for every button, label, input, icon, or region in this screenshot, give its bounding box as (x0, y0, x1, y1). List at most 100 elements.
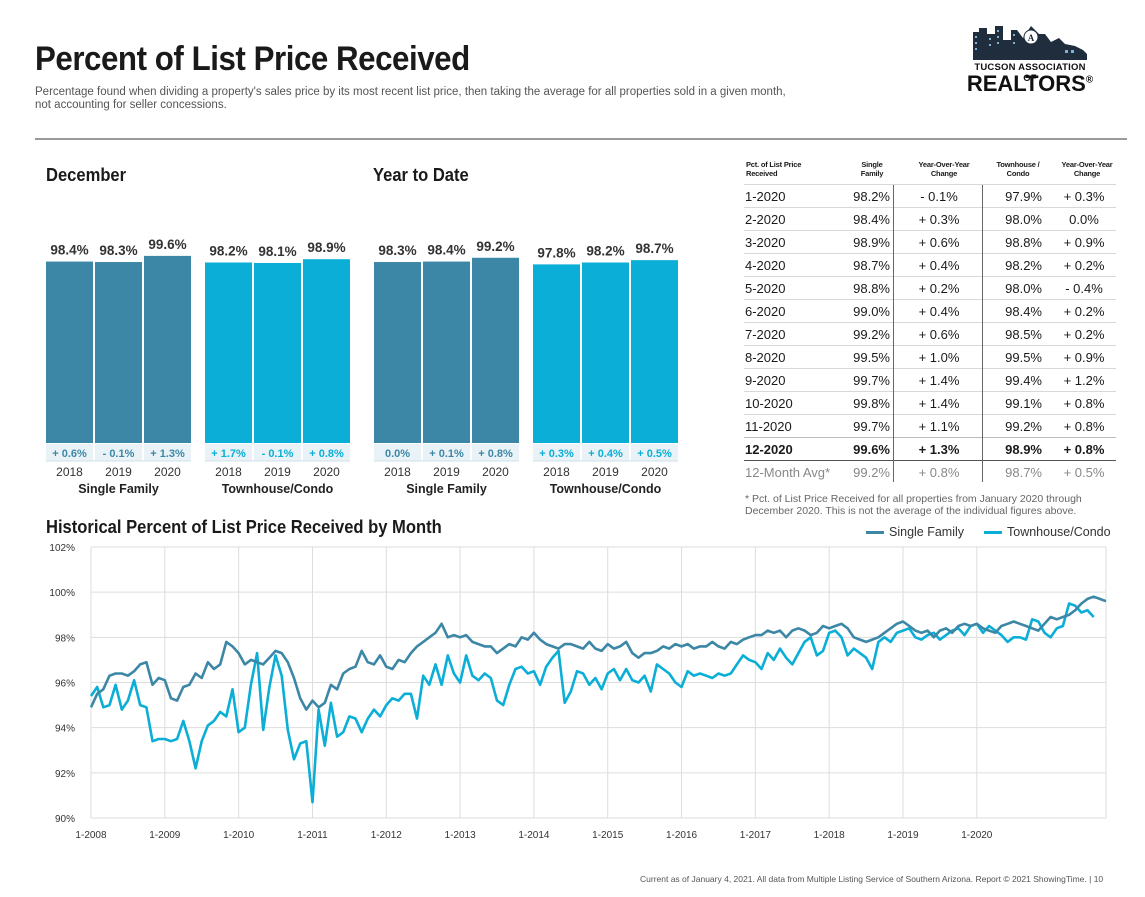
y-tick-label: 92% (55, 769, 75, 780)
table-cell: + 0.4% (918, 304, 960, 319)
bar-change-label: + 0.8% (478, 448, 513, 460)
table-cell: 99.4% (1005, 373, 1042, 388)
x-tick-label: 1-2016 (666, 830, 698, 841)
table-cell: 12-2020 (745, 442, 793, 457)
table-cell: 0.0% (1069, 212, 1099, 227)
group-label: Townhouse/Condo (222, 482, 334, 496)
table-cell: 98.9% (1005, 442, 1042, 457)
x-tick-label: 1-2011 (297, 830, 328, 841)
header-sf-yoy: Year-Over-Year Change (918, 160, 970, 178)
table-row: 10-2020 99.8% + 1.4% 99.1% + 0.8% (744, 391, 1116, 414)
table-cell: 99.7% (853, 419, 890, 434)
table-cell: 5-2020 (745, 281, 786, 296)
bar-year-label: 2020 (313, 465, 340, 479)
table-row: 9-2020 99.7% + 1.4% 99.4% + 1.2% (744, 368, 1116, 391)
header-pct: Pct. of List Price Received (746, 160, 802, 178)
bar-value-label: 98.4% (427, 243, 465, 258)
logo-text-realtors: REALTORS® (966, 71, 1094, 96)
bar-year-label: 2019 (592, 465, 619, 479)
group-label: Townhouse/Condo (550, 482, 662, 496)
series-line-townhouse-condo (89, 602, 1095, 804)
svg-text:A: A (1028, 33, 1035, 43)
table-cell: 8-2020 (745, 350, 786, 365)
change-cell (46, 444, 93, 461)
table-row: 8-2020 99.5% + 1.0% 99.5% + 0.9% (744, 345, 1116, 368)
table-cell: + 0.2% (918, 281, 960, 296)
table-divider-2 (982, 185, 983, 482)
table-cell: 99.2% (853, 327, 890, 342)
table-cell: + 1.4% (918, 373, 960, 388)
table-cell: + 0.8% (1063, 442, 1105, 457)
bar-year-label: 2020 (482, 465, 509, 479)
table-cell: 4-2020 (745, 258, 786, 273)
table-footnote: * Pct. of List Price Received for all pr… (745, 493, 1082, 517)
bar-change-label: + 0.3% (539, 448, 574, 460)
bar-year-label: 2018 (384, 465, 411, 479)
table-cell: 11-2020 (745, 419, 792, 434)
table-cell: 99.5% (853, 350, 890, 365)
change-cell (582, 444, 629, 461)
bar-change-label: + 1.3% (150, 448, 185, 460)
table-cell: 99.6% (853, 442, 890, 457)
x-tick-label: 1-2019 (887, 830, 919, 841)
header-single-family: Single Family (860, 160, 884, 178)
table-cell: 12-Month Avg* (745, 465, 831, 480)
table-cell: 98.0% (1005, 212, 1042, 227)
x-tick-label: 1-2008 (75, 830, 107, 841)
group-label: Single Family (78, 482, 159, 496)
y-tick-label: 102% (49, 543, 75, 554)
table-cell: 98.2% (1005, 258, 1042, 273)
table-cell: 98.7% (853, 258, 890, 273)
table-cell: 7-2020 (745, 327, 786, 342)
table-avg-row: 12-Month Avg* 99.2% + 0.8% 98.7% + 0.5% (744, 460, 1116, 483)
y-tick-label: 96% (55, 679, 75, 690)
table-row: 3-2020 98.9% + 0.6% 98.8% + 0.9% (744, 230, 1116, 253)
bar (582, 262, 629, 443)
change-cell (631, 444, 678, 461)
historical-line-chart: 90% 92% 94% 96% 98% 100% 102% 1-2008 1-2009 1-201… (49, 543, 1107, 841)
group-label: Single Family (406, 482, 487, 496)
table-cell: + 0.2% (1063, 304, 1105, 319)
bar-charts: 98.4% + 0.6% 2018 98.3% - 0.1% 2019 99.6% + 1.3… (46, 237, 678, 496)
y-tick-label: 90% (55, 814, 75, 825)
table-cell: 2-2020 (745, 212, 786, 227)
table-divider-1 (893, 185, 894, 482)
x-tick-label: 1-2009 (149, 830, 181, 841)
bar-value-label: 98.9% (307, 240, 345, 255)
change-cell (423, 444, 470, 461)
table-cell: 98.2% (853, 189, 890, 204)
table-cell: + 0.9% (1063, 235, 1105, 250)
table-cell: - 0.1% (920, 189, 958, 204)
table-cell: 3-2020 (745, 235, 786, 250)
table-cell: 98.8% (853, 281, 890, 296)
legend-single-family: Single Family (866, 525, 964, 539)
logo-text-association: TUCSON ASSOCIATION OF (974, 62, 1086, 84)
change-cell (95, 444, 142, 461)
bar-change-label: - 0.1% (103, 448, 135, 460)
header-th-yoy: Year-Over-Year Change (1061, 160, 1113, 178)
table-cell: 98.5% (1005, 327, 1042, 342)
bar (46, 261, 93, 443)
table-header: Pct. of List Price Received Single Famil… (744, 160, 1116, 184)
page-title: Percent of List Price Received (35, 40, 470, 78)
table-cell: 99.0% (853, 304, 890, 319)
table-cell: + 1.2% (1063, 373, 1105, 388)
legend-townhouse: Townhouse/Condo (984, 525, 1111, 539)
bar-value-label: 98.1% (258, 244, 296, 259)
table-cell: - 0.4% (1065, 281, 1103, 296)
bar-change-label: - 0.1% (262, 448, 294, 460)
bar-change-label: + 0.8% (309, 448, 344, 460)
table-cell: + 1.1% (918, 419, 960, 434)
ytd-title: Year to Date (373, 165, 469, 185)
bar-year-label: 2020 (154, 465, 181, 479)
bar (374, 262, 421, 443)
table-row: 6-2020 99.0% + 0.4% 98.4% + 0.2% (744, 299, 1116, 322)
bar-change-label: + 0.6% (52, 448, 87, 460)
table-cell: + 0.5% (1063, 465, 1105, 480)
bar-year-label: 2018 (543, 465, 570, 479)
table-cell: + 1.0% (918, 350, 960, 365)
table-cell: 98.8% (1005, 235, 1042, 250)
table-body: 1-2020 98.2% - 0.1% 97.9% + 0.3% 2-2020 98.4% +… (744, 184, 1116, 483)
table-row: 4-2020 98.7% + 0.4% 98.2% + 0.2% (744, 253, 1116, 276)
table-row: 2-2020 98.4% + 0.3% 98.0% 0.0% (744, 207, 1116, 230)
